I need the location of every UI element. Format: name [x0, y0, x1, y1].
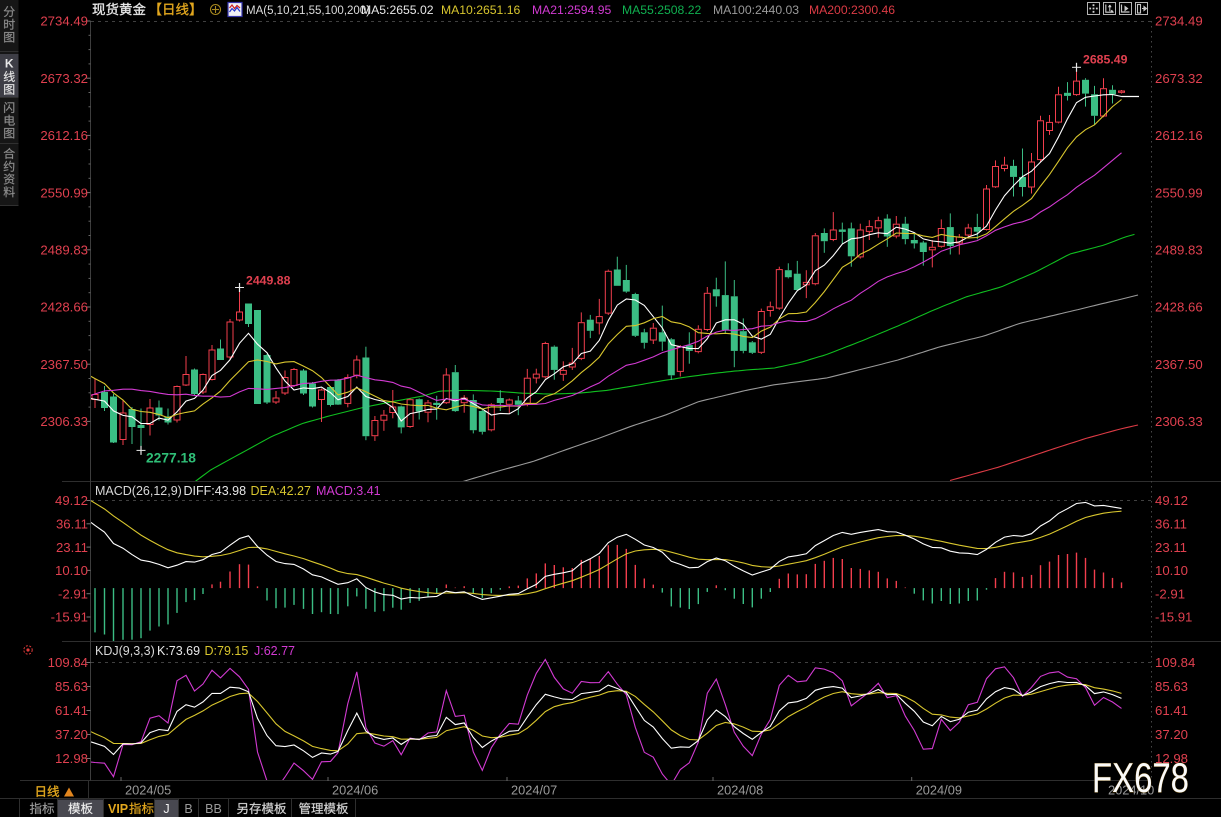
svg-text:MACD:3.41: MACD:3.41 [316, 484, 381, 498]
svg-text:2024/05: 2024/05 [125, 783, 171, 798]
svg-text:37.20: 37.20 [55, 727, 88, 742]
svg-text:2024/10: 2024/10 [1108, 783, 1154, 798]
svg-text:36.11: 36.11 [56, 517, 88, 532]
svg-text:-15.91: -15.91 [51, 610, 88, 625]
svg-text:2277.18: 2277.18 [146, 451, 196, 466]
svg-text:MA(5,10,21,55,100,200): MA(5,10,21,55,100,200) [246, 5, 370, 17]
svg-text:23.11: 23.11 [1155, 540, 1187, 555]
svg-text:2024/07: 2024/07 [511, 783, 557, 798]
svg-text:MA10:2651.16: MA10:2651.16 [441, 3, 521, 17]
svg-text:12.98: 12.98 [1155, 751, 1188, 766]
svg-text:2489.83: 2489.83 [1155, 243, 1203, 258]
svg-text:J:62.77: J:62.77 [254, 644, 295, 658]
svg-text:D:79.15: D:79.15 [205, 644, 249, 658]
svg-text:DEA:42.27: DEA:42.27 [251, 484, 312, 498]
svg-text:KDJ(9,3,3): KDJ(9,3,3) [95, 644, 155, 658]
svg-text:2024/08: 2024/08 [717, 783, 763, 798]
svg-text:K:73.69: K:73.69 [157, 644, 200, 658]
svg-text:49.12: 49.12 [55, 493, 88, 508]
svg-text:2685.49: 2685.49 [1083, 53, 1128, 67]
svg-text:VIP: VIP [108, 802, 128, 816]
svg-text:2024/09: 2024/09 [916, 783, 962, 798]
svg-text:61.41: 61.41 [55, 703, 88, 718]
svg-text:61.41: 61.41 [1155, 703, 1188, 718]
svg-text:2550.99: 2550.99 [40, 185, 88, 200]
svg-text:23.11: 23.11 [56, 540, 88, 555]
svg-text:12.98: 12.98 [55, 751, 88, 766]
svg-text:K: K [5, 57, 14, 71]
svg-text:2306.33: 2306.33 [40, 414, 88, 429]
svg-text:-2.91: -2.91 [58, 586, 88, 601]
svg-text:MA5:2655.02: MA5:2655.02 [361, 3, 434, 17]
svg-text:2673.32: 2673.32 [1155, 71, 1203, 86]
svg-text:37.20: 37.20 [1155, 727, 1188, 742]
svg-text:MACD(26,12,9): MACD(26,12,9) [95, 484, 182, 498]
svg-text:2306.33: 2306.33 [1155, 414, 1203, 429]
svg-text:-2.91: -2.91 [1155, 586, 1185, 601]
svg-text:MA200:2300.46: MA200:2300.46 [809, 3, 895, 17]
svg-text:2428.66: 2428.66 [1155, 300, 1203, 315]
svg-text:2489.83: 2489.83 [40, 243, 88, 258]
svg-text:BB: BB [205, 802, 222, 816]
svg-text:49.12: 49.12 [1155, 493, 1188, 508]
svg-text:2449.88: 2449.88 [246, 274, 291, 288]
svg-text:2550.99: 2550.99 [1155, 185, 1203, 200]
svg-text:2367.50: 2367.50 [1155, 357, 1203, 372]
svg-text:85.63: 85.63 [55, 679, 88, 694]
svg-text:MA100:2440.03: MA100:2440.03 [713, 3, 799, 17]
svg-text:2367.50: 2367.50 [40, 357, 88, 372]
svg-text:2612.16: 2612.16 [40, 128, 88, 143]
svg-text:2673.32: 2673.32 [40, 71, 88, 86]
svg-text:MA21:2594.95: MA21:2594.95 [532, 3, 612, 17]
svg-text:109.84: 109.84 [1155, 655, 1195, 670]
svg-text:DIFF:43.98: DIFF:43.98 [184, 484, 247, 498]
svg-text:J: J [163, 802, 169, 816]
svg-text:109.84: 109.84 [48, 655, 88, 670]
svg-text:-15.91: -15.91 [1155, 610, 1192, 625]
svg-text:B: B [184, 802, 192, 816]
svg-text:10.10: 10.10 [55, 563, 88, 578]
svg-text:2734.49: 2734.49 [1155, 14, 1203, 29]
svg-text:2734.49: 2734.49 [40, 14, 88, 29]
svg-text:2024/06: 2024/06 [332, 783, 378, 798]
svg-text:85.63: 85.63 [1155, 679, 1188, 694]
svg-text:10.10: 10.10 [1155, 563, 1188, 578]
svg-text:2612.16: 2612.16 [1155, 128, 1203, 143]
svg-text:36.11: 36.11 [1155, 517, 1187, 532]
svg-text:2428.66: 2428.66 [40, 300, 88, 315]
svg-text:MA55:2508.22: MA55:2508.22 [622, 3, 702, 17]
svg-text:FX678: FX678 [1092, 754, 1189, 801]
